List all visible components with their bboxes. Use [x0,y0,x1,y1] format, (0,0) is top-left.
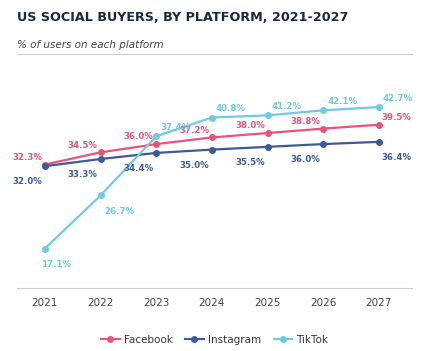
Text: 32.0%: 32.0% [12,177,42,186]
TikTok [209,115,214,120]
TikTok [265,113,270,118]
Instagram [98,157,103,161]
Text: 41.2%: 41.2% [272,102,302,111]
Text: 38.0%: 38.0% [235,121,265,130]
Text: US SOCIAL BUYERS, BY PLATFORM, 2021-2027: US SOCIAL BUYERS, BY PLATFORM, 2021-2027 [17,11,348,24]
Facebook [42,163,47,167]
Legend: Facebook, Instagram, TikTok: Facebook, Instagram, TikTok [96,331,333,349]
Text: 34.4%: 34.4% [123,164,153,173]
Facebook [209,135,214,140]
Text: 26.7%: 26.7% [105,207,135,216]
Text: 39.5%: 39.5% [382,113,411,122]
Facebook [320,126,326,131]
Text: 35.0%: 35.0% [179,161,209,170]
Facebook [98,150,103,154]
Line: Instagram: Instagram [42,139,382,169]
Text: 40.8%: 40.8% [216,104,246,113]
Instagram [209,147,214,152]
Instagram [320,142,326,146]
Text: % of users on each platform: % of users on each platform [17,40,164,50]
TikTok [42,246,47,251]
Instagram [265,145,270,149]
Facebook [376,122,381,127]
TikTok [153,134,159,138]
Text: 35.5%: 35.5% [235,158,265,167]
Text: 36.0%: 36.0% [124,132,153,141]
Text: 36.4%: 36.4% [382,153,412,162]
Text: 37.2%: 37.2% [179,126,209,135]
TikTok [320,108,326,112]
Instagram [376,140,381,144]
Line: Facebook: Facebook [42,122,382,167]
Text: 33.3%: 33.3% [68,170,98,179]
Text: 17.1%: 17.1% [41,260,71,269]
Facebook [153,142,159,146]
Text: 42.7%: 42.7% [383,94,413,103]
Text: 38.8%: 38.8% [291,117,320,126]
Instagram [153,151,159,155]
TikTok [376,105,381,109]
Text: 34.5%: 34.5% [68,141,98,150]
Facebook [265,131,270,135]
Text: 42.1%: 42.1% [327,97,357,106]
Line: TikTok: TikTok [42,104,382,251]
Instagram [42,164,47,168]
Text: 37.4%: 37.4% [160,123,190,132]
TikTok [98,193,103,198]
Text: 36.0%: 36.0% [291,155,320,164]
Text: 32.3%: 32.3% [12,153,42,162]
